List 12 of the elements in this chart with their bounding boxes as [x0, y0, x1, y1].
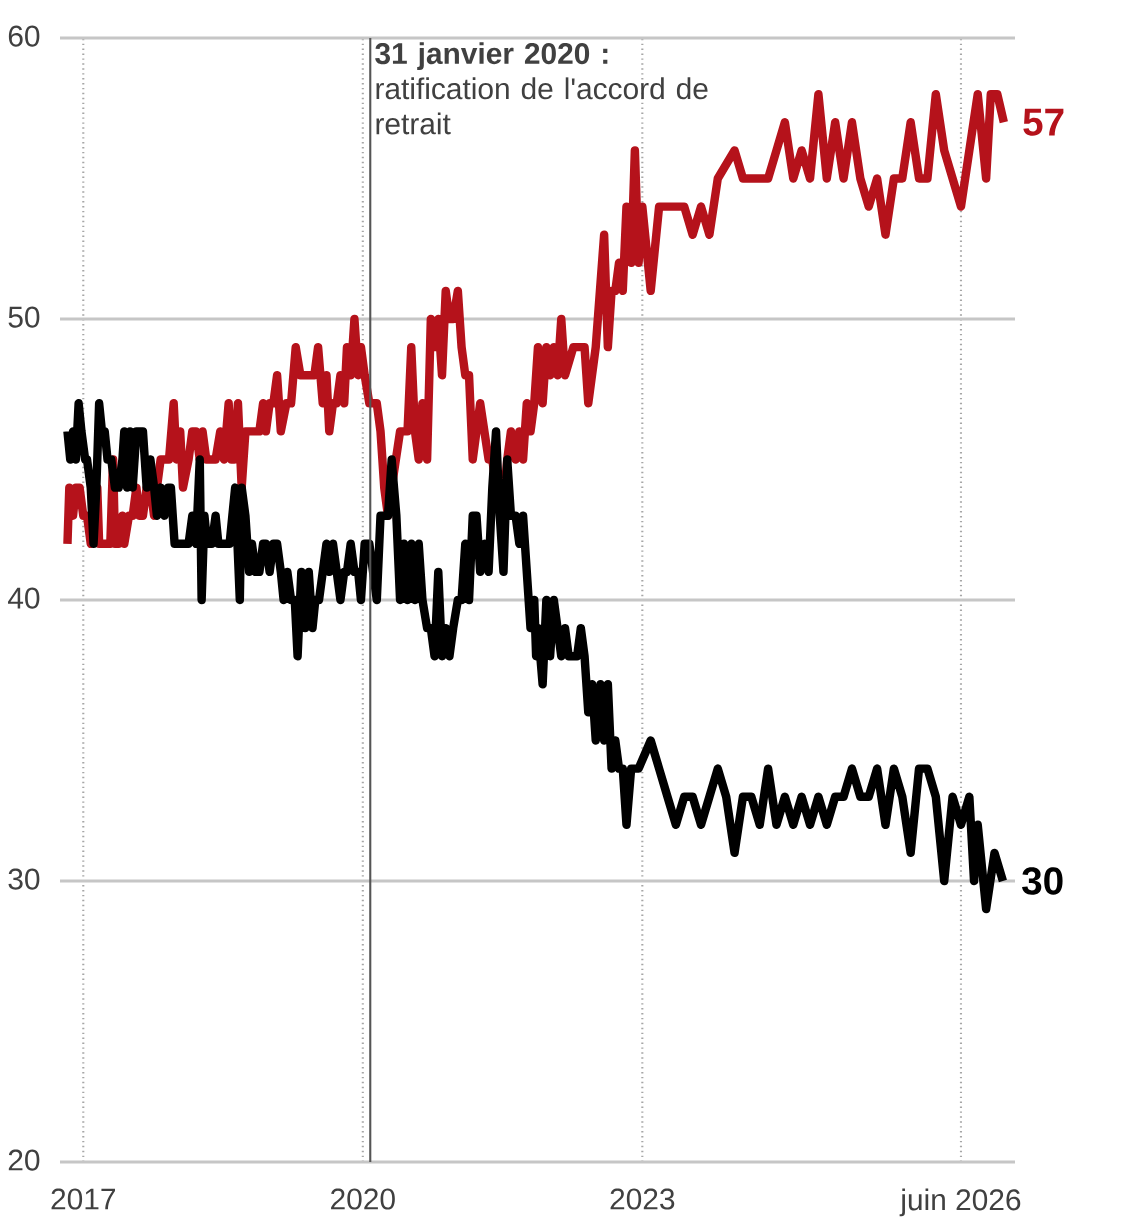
y-tick-label: 30 — [8, 868, 40, 890]
y-tick-label: 40 — [7, 587, 40, 609]
x-tick-label: 2020 — [331, 1188, 395, 1210]
ref-line-label: 31 janvier 2020 : ratification de l'accord de retrait — [375, 42, 708, 135]
y-tick-label: 20 — [8, 1149, 40, 1171]
x-tick-label: juin 2026 — [899, 1188, 1021, 1217]
x-tick-label: 2023 — [610, 1188, 675, 1210]
y-tick-label: 50 — [8, 306, 40, 328]
annotation: 30 — [1022, 867, 1063, 895]
y-tick-label: 60 — [8, 25, 40, 47]
annotation: 57 — [1023, 108, 1064, 136]
x-tick-label: 2017 — [51, 1188, 115, 1210]
